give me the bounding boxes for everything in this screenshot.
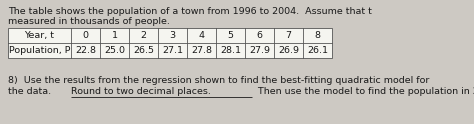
Text: 26.9: 26.9 — [278, 46, 299, 55]
Text: 1: 1 — [111, 31, 118, 40]
Text: Round to two decimal places.: Round to two decimal places. — [72, 87, 211, 96]
Text: 22.8: 22.8 — [75, 46, 96, 55]
Text: the data.: the data. — [8, 87, 57, 96]
Text: 27.8: 27.8 — [191, 46, 212, 55]
Text: 4: 4 — [199, 31, 204, 40]
Text: Then use the model to find the population in 2007.  Show your work.: Then use the model to find the populatio… — [252, 87, 474, 96]
Text: 8)  Use the results from the regression shown to find the best-fitting quadratic: 8) Use the results from the regression s… — [8, 76, 429, 85]
Text: The table shows the population of a town from 1996 to 2004.  Assume that t: The table shows the population of a town… — [8, 7, 375, 16]
Text: 26.1: 26.1 — [307, 46, 328, 55]
Text: 27.1: 27.1 — [162, 46, 183, 55]
Bar — [8, 28, 332, 58]
Text: 6: 6 — [256, 31, 263, 40]
Text: 2: 2 — [140, 31, 146, 40]
Text: 0: 0 — [82, 31, 89, 40]
Text: Year, t: Year, t — [25, 31, 55, 40]
Text: 7: 7 — [285, 31, 292, 40]
Text: 28.1: 28.1 — [220, 46, 241, 55]
Text: 26.5: 26.5 — [133, 46, 154, 55]
Text: measured in thousands of people.: measured in thousands of people. — [8, 17, 170, 26]
Text: Population, P: Population, P — [9, 46, 70, 55]
Text: 3: 3 — [169, 31, 175, 40]
Text: 27.9: 27.9 — [249, 46, 270, 55]
Text: 25.0: 25.0 — [104, 46, 125, 55]
Text: 5: 5 — [228, 31, 234, 40]
Text: 8: 8 — [315, 31, 320, 40]
